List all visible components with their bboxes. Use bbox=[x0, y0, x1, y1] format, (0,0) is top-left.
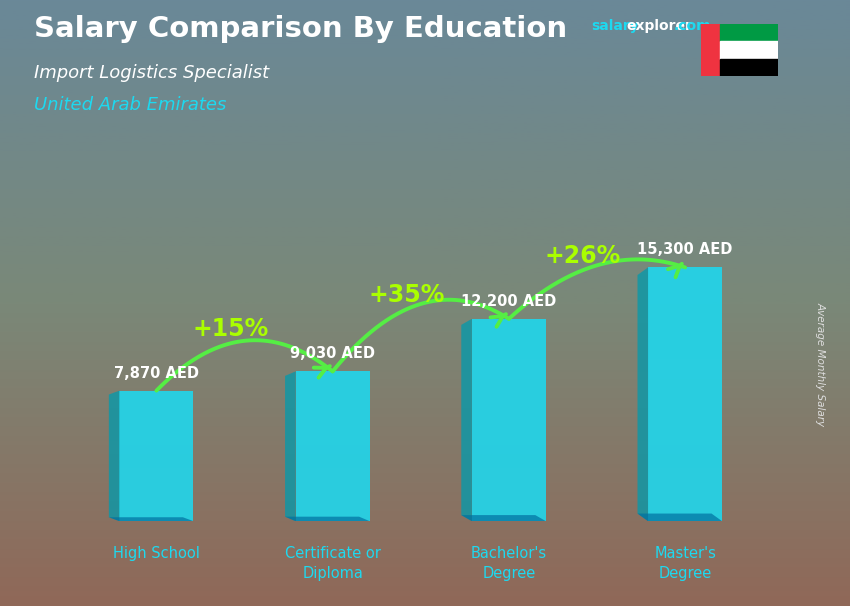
Polygon shape bbox=[109, 391, 119, 521]
Text: Average Monthly Salary: Average Monthly Salary bbox=[815, 302, 825, 425]
Polygon shape bbox=[638, 513, 722, 521]
Polygon shape bbox=[462, 515, 546, 521]
Text: 15,300 AED: 15,300 AED bbox=[638, 242, 733, 258]
Text: 9,030 AED: 9,030 AED bbox=[290, 347, 375, 361]
Text: salary: salary bbox=[591, 19, 638, 33]
Text: Certificate or
Diploma: Certificate or Diploma bbox=[285, 546, 381, 581]
Text: 12,200 AED: 12,200 AED bbox=[462, 294, 557, 309]
Text: +15%: +15% bbox=[192, 317, 269, 341]
Bar bbox=[296, 371, 370, 521]
Bar bbox=[119, 391, 194, 521]
Text: High School: High School bbox=[113, 546, 200, 561]
Polygon shape bbox=[462, 319, 472, 521]
Polygon shape bbox=[638, 267, 648, 521]
Bar bbox=[648, 267, 722, 521]
Text: explorer: explorer bbox=[626, 19, 692, 33]
Polygon shape bbox=[109, 518, 194, 521]
Text: Master's
Degree: Master's Degree bbox=[654, 546, 716, 581]
Bar bbox=[720, 41, 778, 59]
Bar bbox=[720, 59, 778, 76]
Text: United Arab Emirates: United Arab Emirates bbox=[34, 96, 226, 114]
Text: 7,870 AED: 7,870 AED bbox=[114, 365, 199, 381]
Text: Salary Comparison By Education: Salary Comparison By Education bbox=[34, 15, 567, 43]
Bar bbox=[472, 319, 546, 521]
Bar bbox=[720, 24, 778, 41]
Text: Bachelor's
Degree: Bachelor's Degree bbox=[471, 546, 547, 581]
Bar bbox=[701, 24, 720, 76]
Text: Import Logistics Specialist: Import Logistics Specialist bbox=[34, 64, 269, 82]
Polygon shape bbox=[285, 371, 296, 521]
Text: +35%: +35% bbox=[368, 283, 445, 307]
Text: .com: .com bbox=[674, 19, 711, 33]
Text: +26%: +26% bbox=[545, 244, 621, 268]
Polygon shape bbox=[285, 517, 370, 521]
